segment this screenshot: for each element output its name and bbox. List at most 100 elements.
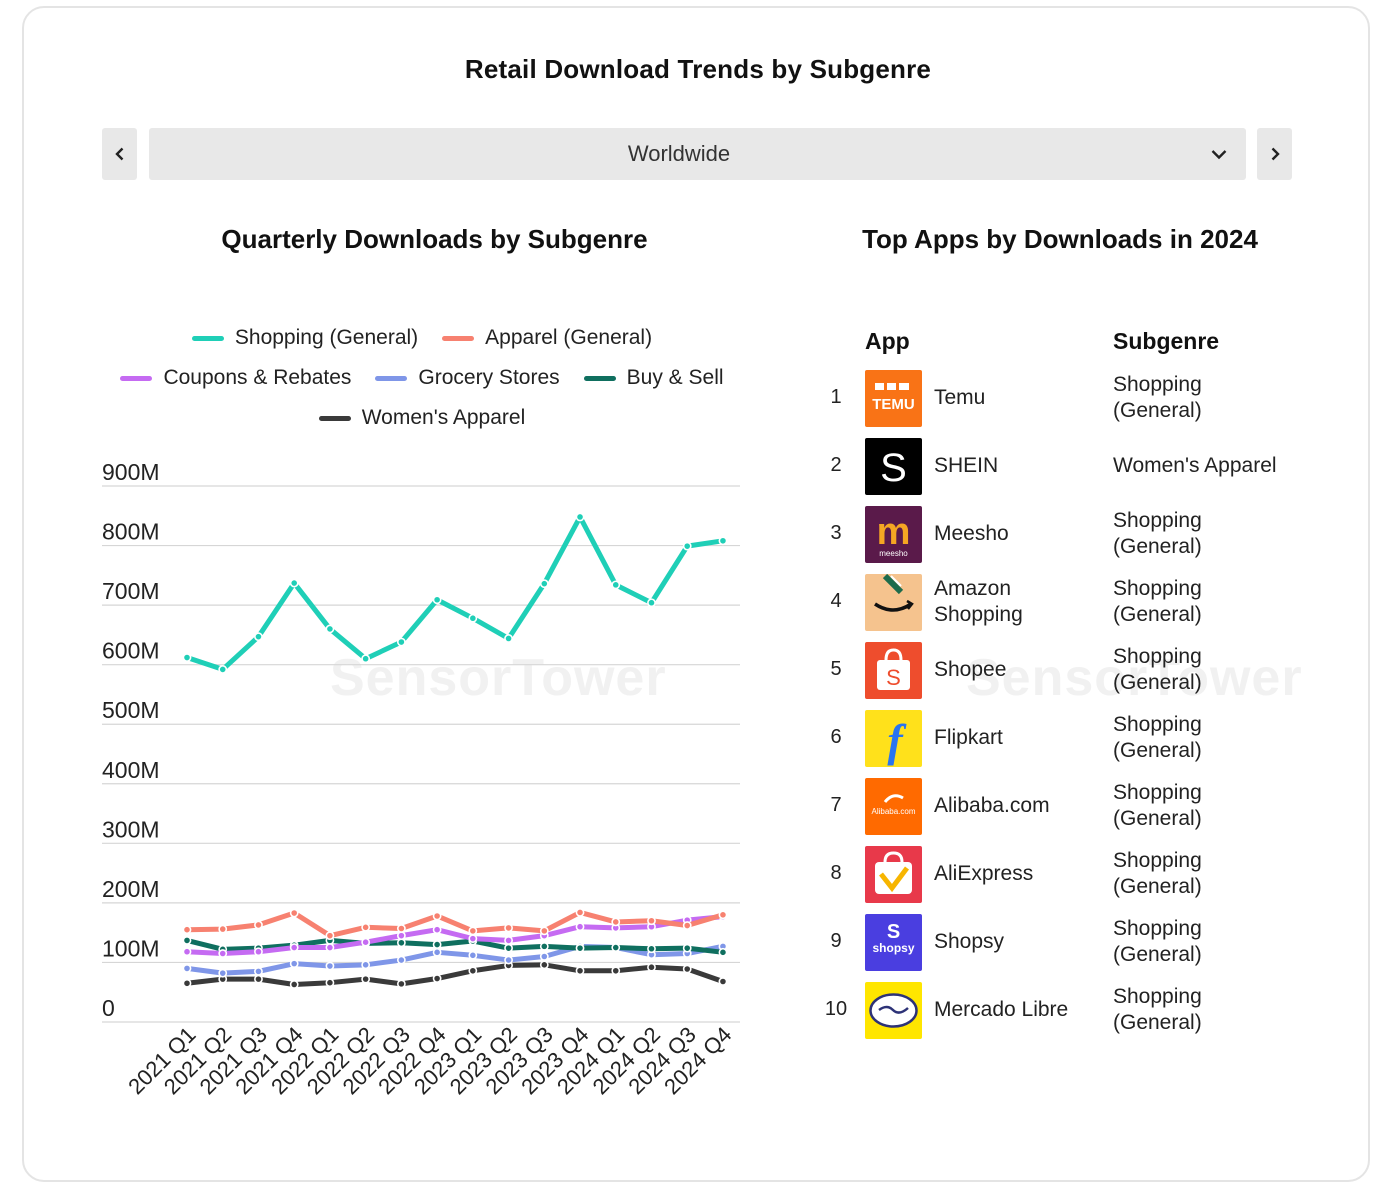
app-subgenre: Shopping (General) — [1113, 713, 1202, 762]
data-point — [325, 624, 335, 634]
table-row[interactable]: 7 Alibaba.com Alibaba.com Shopping (General… — [820, 776, 1300, 844]
data-point — [396, 979, 406, 989]
shein-icon: S — [865, 438, 922, 495]
chart-watermark: SensorTower — [330, 649, 667, 707]
app-subgenre: Shopping (General) — [1113, 373, 1202, 422]
meesho-icon: m meesho — [865, 506, 922, 563]
table-row[interactable]: 3 m meesho Meesho Shopping (General) — [820, 504, 1300, 572]
data-point — [432, 940, 442, 949]
data-point — [396, 924, 406, 933]
data-point — [289, 908, 299, 918]
app-rank: 10 — [824, 998, 848, 1020]
data-point — [182, 947, 192, 957]
data-point — [325, 961, 335, 971]
legend-label: Buy & Sell — [626, 366, 724, 389]
legend-label: Coupons & Rebates — [163, 366, 352, 389]
data-point — [254, 920, 263, 930]
data-point — [254, 947, 263, 957]
app-rank: 1 — [830, 386, 842, 408]
y-tick-label: 900M — [102, 459, 160, 485]
data-point — [361, 960, 371, 970]
legend-swatch — [318, 415, 351, 421]
app-name: Mercado Libre — [934, 998, 1069, 1021]
table-row[interactable]: 10 Mercado Libre Shopping (General) — [820, 980, 1300, 1048]
data-point — [361, 974, 371, 984]
data-point — [254, 966, 263, 976]
data-point — [218, 949, 228, 958]
series-line — [184, 962, 726, 987]
app-name: Amazon Shopping — [934, 577, 1023, 626]
app-rank: 4 — [830, 590, 842, 612]
y-tick-label: 700M — [102, 578, 160, 604]
table-header-app: App — [865, 328, 910, 354]
table-row[interactable]: 2 S SHEIN Women's Apparel — [820, 436, 1300, 504]
data-point — [396, 931, 406, 941]
app-subgenre: Shopping (General) — [1113, 577, 1202, 626]
app-rank: 6 — [830, 726, 842, 748]
app-name: Alibaba.com — [934, 794, 1050, 817]
data-point — [468, 966, 478, 976]
data-point — [504, 936, 513, 945]
amazon-icon — [865, 574, 922, 631]
y-tick-label: 600M — [102, 638, 160, 664]
app-subgenre: Shopping (General) — [1113, 849, 1202, 898]
y-tick-label: 400M — [102, 757, 160, 783]
legend-item[interactable]: Apparel (General) — [442, 326, 652, 350]
svg-text:S: S — [880, 446, 907, 490]
table-row[interactable]: 6 f Flipkart Shopping (General) — [820, 708, 1300, 776]
table-row[interactable]: 1 TEMU Temu Shopping (General) — [820, 368, 1300, 436]
app-name: Temu — [934, 386, 986, 409]
y-tick-label: 0 — [102, 995, 115, 1021]
data-point — [682, 964, 692, 974]
y-tick-label: 300M — [102, 816, 160, 842]
data-point — [325, 943, 335, 952]
data-point — [647, 598, 656, 608]
data-point — [182, 964, 192, 973]
data-point — [289, 959, 299, 969]
data-point — [432, 911, 442, 921]
region-dropdown-value: Worldwide — [627, 141, 731, 166]
data-point — [718, 536, 728, 546]
data-point — [611, 943, 621, 952]
data-point — [361, 937, 371, 947]
app-name: AliExpress — [934, 862, 1034, 885]
data-point — [575, 512, 585, 522]
app-rank: 7 — [830, 794, 842, 816]
data-point — [504, 634, 513, 643]
chart-title: Quarterly Downloads by Subgenre — [221, 224, 648, 254]
legend-swatch — [191, 335, 224, 341]
table-row[interactable]: 4 Amazon Shopping Shopping (General) — [820, 572, 1300, 640]
app-rank: 8 — [830, 862, 842, 884]
legend-swatch — [375, 375, 408, 381]
table-watermark: SensorTower — [966, 649, 1303, 707]
series-line — [184, 909, 726, 939]
data-point — [718, 977, 728, 986]
data-point — [468, 926, 478, 936]
app-rank: 2 — [830, 454, 842, 476]
data-point — [218, 924, 228, 934]
table-row[interactable]: 8 AliExpress Shopping (General) — [820, 844, 1300, 912]
table-row[interactable]: 5 S Shopee Shopping (General) — [820, 640, 1300, 708]
previous-region-button[interactable] — [102, 128, 137, 180]
legend-item[interactable]: Women's Apparel — [318, 406, 526, 430]
region-dropdown[interactable]: Worldwide — [149, 128, 1246, 180]
legend-item[interactable]: Buy & Sell — [583, 366, 724, 390]
data-point — [325, 978, 335, 988]
data-point — [611, 966, 621, 976]
data-point — [361, 654, 371, 664]
legend-item[interactable]: Shopping (General) — [191, 326, 419, 350]
svg-text:S: S — [886, 665, 901, 690]
legend-item[interactable]: Grocery Stores — [375, 366, 560, 390]
legend-label: Women's Apparel — [361, 406, 526, 429]
mercadolibre-icon — [865, 982, 922, 1039]
legend-label: Shopping (General) — [234, 326, 419, 349]
app-subgenre: Shopping (General) — [1113, 509, 1202, 558]
next-region-button[interactable] — [1257, 128, 1292, 180]
legend-item[interactable]: Coupons & Rebates — [120, 366, 351, 390]
data-point — [432, 947, 442, 957]
app-rank: 5 — [830, 658, 842, 680]
svg-text:m: m — [877, 511, 911, 553]
